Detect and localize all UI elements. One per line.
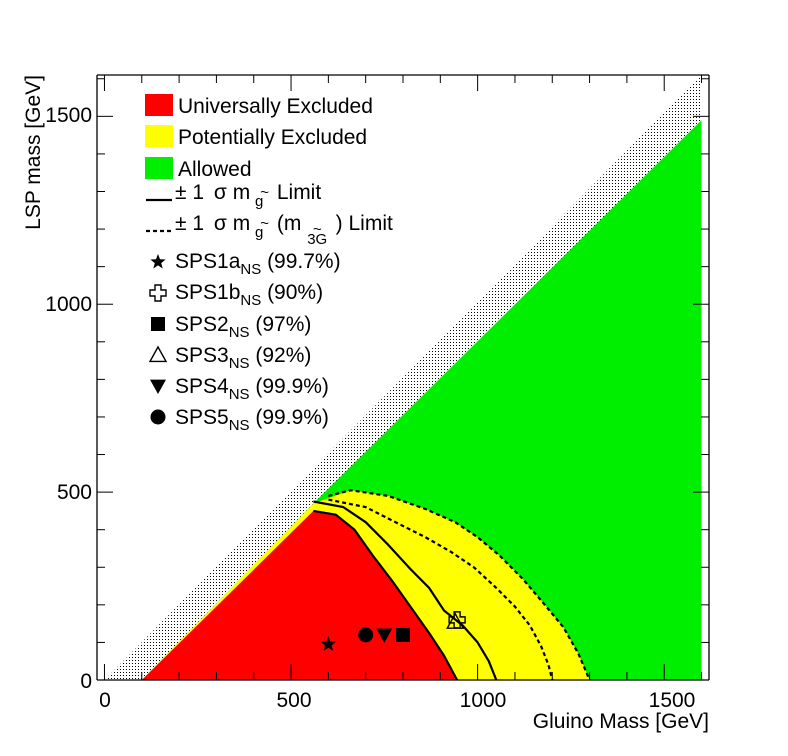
legend-marker-sps2: [151, 317, 165, 331]
y-tick-label-1500: 1500: [45, 104, 92, 127]
y-tick-label-1000: 1000: [45, 293, 92, 316]
x-tick-label-0: 0: [99, 689, 111, 712]
legend: Universally Excluded Potentially Exclude…: [145, 94, 393, 434]
legend-markers: [148, 254, 168, 425]
legend-marker-sps1a: [150, 254, 166, 269]
legend-marker-sps4: [150, 379, 166, 394]
y-tick-labels: 0 500 1000 1500: [45, 104, 92, 693]
y-tick-label-500: 500: [57, 481, 92, 504]
limit-curve-solid-right: [313, 500, 498, 681]
axes: 0 500 1000 1500 0 500 1000 1500 Gluino M…: [22, 74, 710, 733]
legend-label-sps5: SPS5NS (99.9%): [175, 406, 329, 434]
limit-curve-dashed-inner: [328, 498, 554, 681]
legend-swatch-universal: [145, 94, 173, 116]
marker-sps4: [376, 628, 393, 643]
legend-label-sps1b: SPS1bNS (90%): [175, 281, 323, 309]
marker-sps5: [358, 627, 374, 643]
x-ticks: [103, 75, 703, 680]
y-tick-label-0: 0: [80, 670, 92, 693]
legend-label-solid: ± 1 σ m g ~ Limit: [175, 179, 321, 211]
x-axis-title: Gluino Mass [GeV]: [533, 710, 709, 733]
x-tick-label-1500: 1500: [649, 689, 696, 712]
marker-sps2: [396, 627, 410, 642]
plot-area: [97, 75, 709, 681]
legend-marker-sps5: [150, 409, 166, 425]
legend-swatch-potential: [145, 125, 173, 147]
limit-curve-dashed-outer: [328, 489, 591, 681]
legend-marker-sps3: [148, 345, 168, 363]
x-tick-label-500: 500: [276, 689, 311, 712]
legend-marker-sps1b: [149, 284, 167, 302]
legend-label-sps1a: SPS1aNS (99.7%): [175, 250, 341, 278]
x-tick-labels: 0 500 1000 1500: [99, 689, 695, 712]
markers: [320, 611, 466, 651]
limit-curves: [313, 489, 591, 681]
marker-sps1a: [320, 636, 336, 651]
legend-label-sps2: SPS2NS (97%): [175, 313, 311, 341]
y-ticks: [97, 78, 709, 681]
legend-label-dashed: ± 1 σ m g ~ (m 3G ~ ) Limit: [175, 210, 393, 249]
legend-swatch-allowed: [145, 157, 173, 179]
legend-label-potential: Potentially Excluded: [178, 126, 367, 149]
y-axis-title: LSP mass [GeV]: [22, 75, 45, 230]
x-tick-label-1000: 1000: [460, 689, 507, 712]
legend-label-allowed: Allowed: [178, 158, 252, 181]
legend-label-universal: Universally Excluded: [178, 95, 373, 118]
region-universally-excluded: [141, 510, 458, 680]
legend-label-sps3: SPS3NS (92%): [175, 344, 311, 372]
marker-sps3: [446, 612, 465, 629]
legend-label-sps4: SPS4NS (99.9%): [175, 375, 329, 403]
limit-curve-solid-left: [313, 509, 459, 681]
hatch-band: [104, 75, 702, 680]
